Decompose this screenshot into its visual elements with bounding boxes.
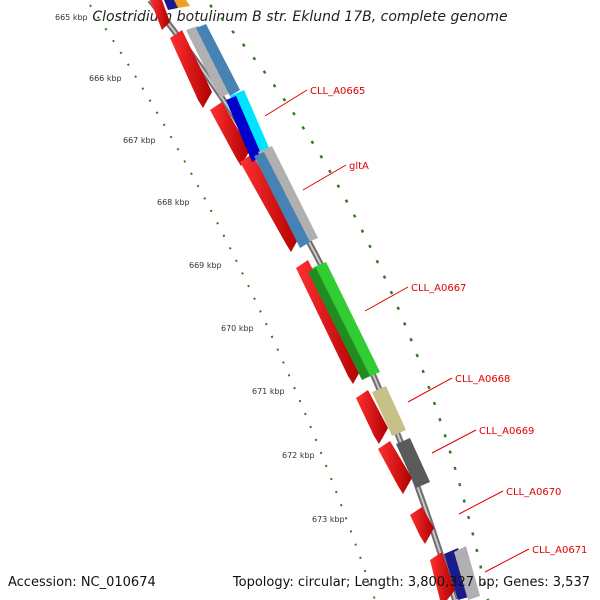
gene-label[interactable]: CLL_A0667	[411, 283, 466, 294]
map-title: Clostridium botulinum B str. Eklund 17B,…	[92, 9, 508, 25]
gene-labels: CLL_A0665 gltA CLL_A0667 CLL_A0668 CLL_A…	[310, 86, 587, 556]
accession-text: Accession: NC_010674	[8, 575, 156, 590]
gene-arrow[interactable]	[170, 30, 212, 108]
label-leaders	[264, 89, 530, 573]
gene-arrow[interactable]	[210, 102, 250, 166]
gene-label[interactable]: gltA	[349, 161, 369, 172]
gene-label[interactable]: CLL_A0668	[455, 374, 510, 385]
gene-arrow[interactable]	[240, 154, 300, 252]
tick-label: 668 kbp	[157, 198, 190, 207]
feature-darkgreen[interactable]	[308, 268, 370, 380]
feature-steelblue[interactable]	[196, 24, 240, 96]
tick-label: 673 kbp	[312, 515, 345, 524]
feature-khaki[interactable]	[372, 386, 406, 436]
feature-steelblue[interactable]	[254, 152, 310, 248]
gene-arrow[interactable]	[296, 260, 362, 384]
tick-label: 672 kbp	[282, 451, 315, 460]
reverse-genes	[150, 0, 455, 600]
gene-label[interactable]: CLL_A0669	[479, 426, 534, 437]
tick-track	[89, 4, 376, 600]
feature-navy[interactable]	[164, 0, 178, 10]
gene-arrow[interactable]	[410, 507, 434, 544]
topology-text: Topology: circular; Length: 3,800,327 bp…	[232, 575, 590, 590]
tick-label: 665 kbp	[55, 13, 88, 22]
feature-darkgrey[interactable]	[396, 438, 430, 488]
feature-green[interactable]	[312, 262, 380, 378]
gene-label[interactable]: CLL_A0665	[310, 86, 365, 97]
gene-arrow[interactable]	[150, 0, 170, 30]
gene-label[interactable]: CLL_A0671	[532, 545, 587, 556]
outer-tick-track	[209, 4, 490, 600]
tick-label: 670 kbp	[221, 324, 254, 333]
tick-label: 671 kbp	[252, 387, 285, 396]
feature-grey[interactable]	[186, 26, 232, 98]
gene-arrow[interactable]	[356, 390, 388, 444]
tick-label: 669 kbp	[189, 261, 222, 270]
feature-blue[interactable]	[226, 96, 262, 162]
tick-labels: 665 kbp 666 kbp 667 kbp 668 kbp 669 kbp …	[55, 13, 345, 524]
gene-label[interactable]: CLL_A0670	[506, 487, 561, 498]
forward-features	[164, 0, 480, 600]
gene-arrow[interactable]	[378, 441, 412, 494]
tick-label: 666 kbp	[89, 74, 122, 83]
feature-grey[interactable]	[454, 546, 480, 600]
tick-label: 667 kbp	[123, 136, 156, 145]
gene-arrow[interactable]	[430, 552, 455, 600]
